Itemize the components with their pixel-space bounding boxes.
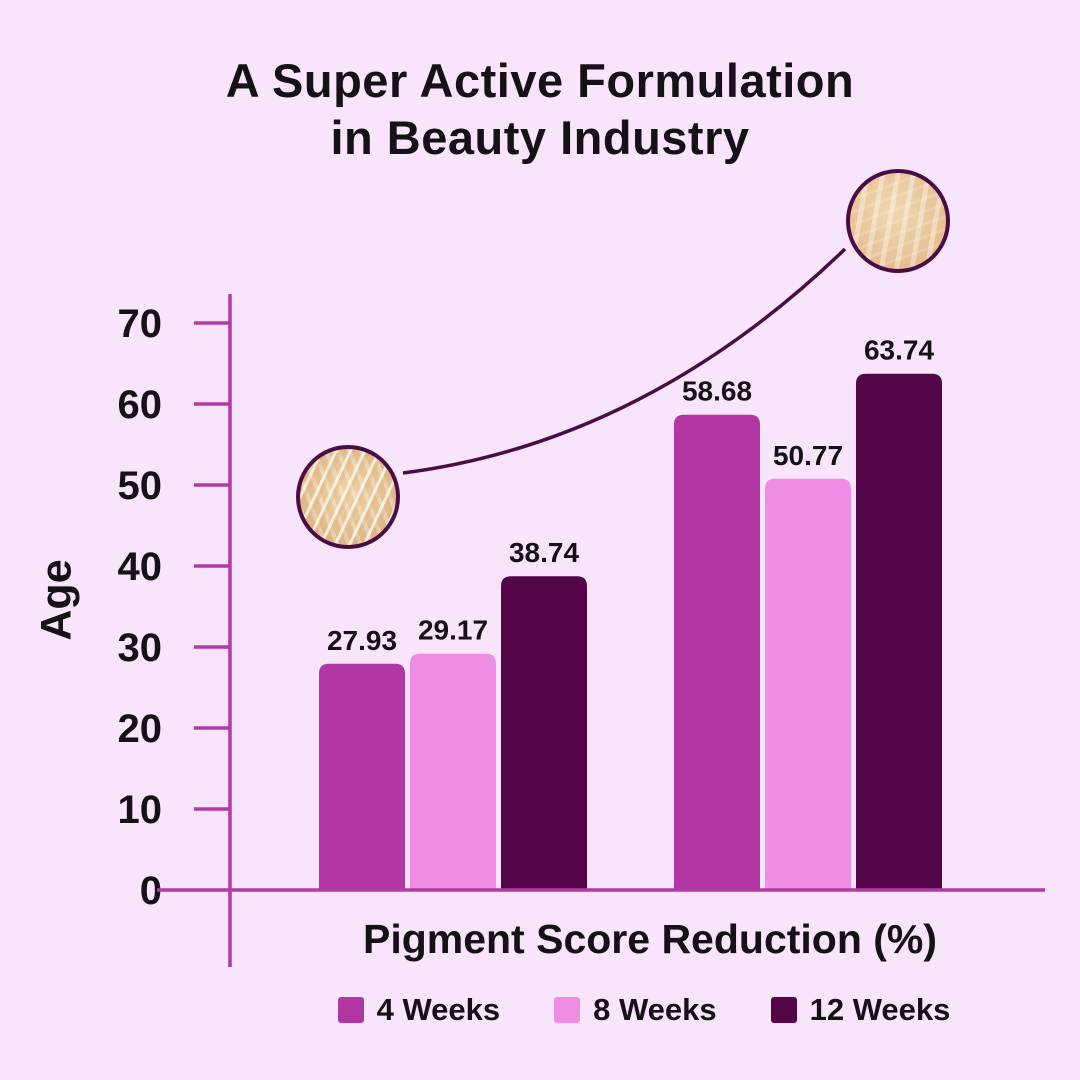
page-title-line2: in Beauty Industry bbox=[330, 111, 750, 165]
bar-value-label: 29.17 bbox=[418, 615, 488, 646]
x-axis-title: Pigment Score Reduction (%) bbox=[362, 916, 938, 962]
bar-4weeks-group2 bbox=[674, 414, 760, 890]
legend-item-8weeks: 8 Weeks bbox=[554, 992, 717, 1028]
skin-texture-before-circle-icon bbox=[296, 445, 400, 549]
bar-value-label: 50.77 bbox=[773, 440, 843, 471]
bar-8weeks-group2 bbox=[765, 478, 851, 890]
bar-12weeks-group2 bbox=[856, 373, 942, 890]
skin-texture-after-circle-icon bbox=[846, 169, 950, 273]
y-tick-label: 50 bbox=[118, 464, 163, 508]
y-tick-label: 30 bbox=[118, 626, 163, 670]
page-title: A Super Active Formulation in Beauty Ind… bbox=[0, 52, 1080, 167]
y-tick-label: 10 bbox=[118, 788, 163, 832]
y-axis-title: Age bbox=[32, 559, 81, 641]
legend-swatch-icon bbox=[770, 997, 797, 1023]
legend-swatch-icon bbox=[554, 997, 581, 1023]
bar-4weeks-group1 bbox=[319, 663, 405, 890]
y-tick-label: 40 bbox=[118, 545, 163, 589]
page-title-line1: A Super Active Formulation bbox=[225, 54, 855, 107]
y-tick-label: 70 bbox=[118, 302, 163, 346]
y-tick-label: 60 bbox=[118, 383, 163, 427]
zoom-connector-curve-icon bbox=[402, 247, 847, 475]
bar-value-label: 27.93 bbox=[327, 625, 397, 656]
legend-item-12weeks: 12 Weeks bbox=[770, 992, 951, 1028]
bar-value-label: 63.74 bbox=[864, 335, 934, 366]
bar-12weeks-group1 bbox=[501, 576, 587, 890]
bar-value-label: 58.68 bbox=[682, 376, 752, 407]
bar-8weeks-group1 bbox=[410, 653, 496, 890]
legend-item-4weeks: 4 Weeks bbox=[337, 992, 501, 1028]
legend-label: 8 Weeks bbox=[593, 992, 717, 1027]
legend-label: 4 Weeks bbox=[376, 992, 501, 1027]
legend-label: 12 Weeks bbox=[809, 992, 951, 1027]
bar-value-label: 38.74 bbox=[509, 537, 579, 568]
legend-swatch-icon bbox=[337, 997, 364, 1023]
y-tick-label: 20 bbox=[118, 707, 163, 751]
chart-legend: 4 Weeks 8 Weeks 12 Weeks bbox=[104, 992, 1080, 1028]
y-tick-label: 0 bbox=[140, 869, 162, 913]
